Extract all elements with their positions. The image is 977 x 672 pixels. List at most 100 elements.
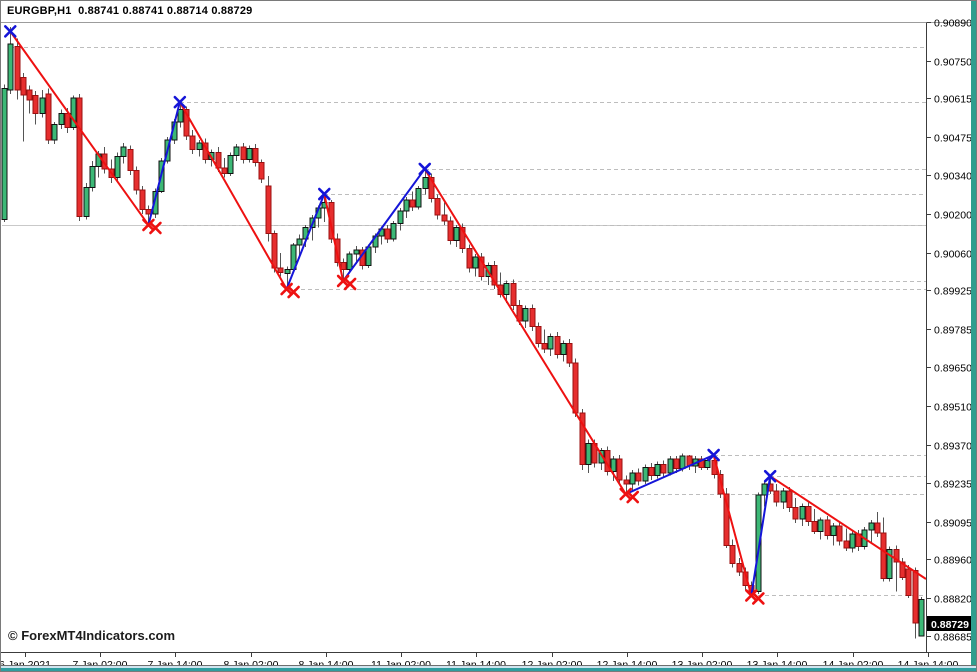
candle-body-bull	[598, 450, 605, 464]
candle-body-bear	[510, 282, 517, 307]
trough-x-icon	[142, 218, 155, 232]
price-tick-label: 0.89095	[934, 518, 972, 530]
candle-body-bull	[227, 154, 234, 174]
candle-body-bull	[755, 494, 762, 592]
candle-body-bear	[836, 525, 843, 542]
candle-body-bull	[1, 87, 8, 220]
zigzag-segment	[178, 101, 288, 290]
candle-body-bear	[32, 94, 39, 115]
trough-x-icon	[280, 282, 293, 296]
peak-x-icon	[418, 162, 432, 176]
price-tick-label: 0.89650	[934, 363, 972, 375]
zigzag-segment	[9, 30, 150, 226]
zigzag-indicator	[9, 30, 927, 596]
price-tick-label: 0.89510	[934, 402, 972, 414]
candle-body-bear	[905, 568, 912, 596]
candle-body-bear	[133, 170, 140, 191]
price-tick-label: 0.90060	[934, 249, 972, 261]
peak-x-icon	[3, 25, 17, 38]
candle-body-bull	[780, 490, 787, 503]
price-tick-label: 0.89785	[934, 325, 972, 337]
candle-body-bull	[246, 147, 253, 160]
candle-body-bear	[729, 544, 736, 564]
candle-body-bull	[120, 146, 127, 158]
candle-body-bull	[472, 256, 479, 269]
candle-body-bear	[139, 189, 146, 211]
candle-body-bull	[610, 458, 617, 472]
candle-body-bull	[704, 459, 711, 468]
candle-body-bull	[560, 342, 567, 355]
candle-body-bull	[177, 108, 184, 123]
trough-x-icon	[626, 490, 640, 504]
candle-body-bear	[648, 466, 655, 477]
candle-body-bear	[893, 548, 900, 563]
zigzag-segment	[625, 454, 715, 495]
candle-body-bear	[541, 342, 548, 350]
price-tick-label: 0.90615	[934, 94, 972, 106]
candle-body-bear	[466, 248, 473, 269]
candle-body-bear	[258, 161, 265, 180]
candle-body-bull	[403, 199, 410, 212]
watermark: © ForexMT4Indicators.com	[8, 628, 176, 643]
price-tick-label: 0.88685	[934, 632, 972, 644]
zigzag-segment	[712, 454, 753, 596]
candle-body-bear	[447, 220, 454, 241]
zigzag-segment	[285, 193, 326, 290]
candle-body-bull	[196, 142, 203, 151]
candle-body-bear	[265, 185, 272, 234]
candle-body-bull	[585, 443, 592, 466]
candle-body-bull	[667, 458, 674, 474]
candle-body-bear	[491, 264, 498, 286]
candle-body-bear	[428, 177, 435, 199]
price-tick-label: 0.90890	[934, 18, 972, 30]
candle-body-bear	[874, 522, 881, 534]
candle-body-bear	[189, 135, 196, 151]
zigzag-segment	[342, 168, 426, 282]
candle-body-bull	[284, 269, 291, 275]
candle-body-bear	[880, 532, 887, 580]
price-tick-label: 0.90340	[934, 171, 972, 183]
candle-body-bull	[353, 249, 360, 255]
window-frame-right	[971, 1, 976, 671]
trough-x-icon	[336, 274, 350, 288]
axes-frame	[1, 22, 976, 653]
candle-body-bear	[623, 479, 630, 485]
candle-body-bear	[843, 540, 850, 549]
candle-body-bull	[503, 282, 510, 296]
candle-body-bear	[535, 326, 542, 344]
candle-body-bear	[805, 505, 812, 523]
candle-body-bear	[14, 46, 21, 91]
candle-body-bear	[478, 256, 485, 277]
candle-body-bull	[849, 533, 856, 549]
price-tick-label: 0.90750	[934, 57, 972, 69]
candle-body-bull	[547, 335, 554, 350]
candle-body-bear	[792, 507, 799, 520]
candle-body-bear	[736, 562, 743, 573]
candle-body-bull	[83, 186, 90, 218]
candle-body-bull	[830, 525, 837, 537]
candle-body-bear	[384, 228, 391, 240]
pivot-x-markers	[3, 25, 777, 605]
candle-body-bull	[7, 43, 14, 91]
candle-body-bull	[629, 472, 636, 485]
candle-body-bull	[817, 519, 824, 532]
peak-x-icon	[173, 95, 187, 109]
candle-body-bull	[415, 188, 422, 208]
price-axis[interactable]: 0.90890 0.90750 0.90615 0.90475 0.90340 0.902…	[927, 18, 977, 644]
candle-body-bear	[554, 335, 561, 355]
current-price-box	[927, 616, 976, 631]
candle-body-bull	[679, 455, 686, 470]
candle-body-bear	[786, 490, 793, 509]
candle-body-bear	[616, 458, 623, 481]
peak-x-icon	[707, 448, 720, 462]
candle-body-bear	[409, 199, 416, 208]
candle-body-bear	[240, 146, 247, 160]
price-tick-label: 0.90200	[934, 210, 972, 222]
candle-body-bull	[868, 522, 875, 531]
zigzag-segment	[147, 101, 181, 226]
candle-body-bull	[70, 97, 77, 128]
candle-body-bear	[221, 167, 228, 174]
candle-body-bull	[296, 238, 303, 246]
candle-body-bear	[26, 89, 33, 101]
